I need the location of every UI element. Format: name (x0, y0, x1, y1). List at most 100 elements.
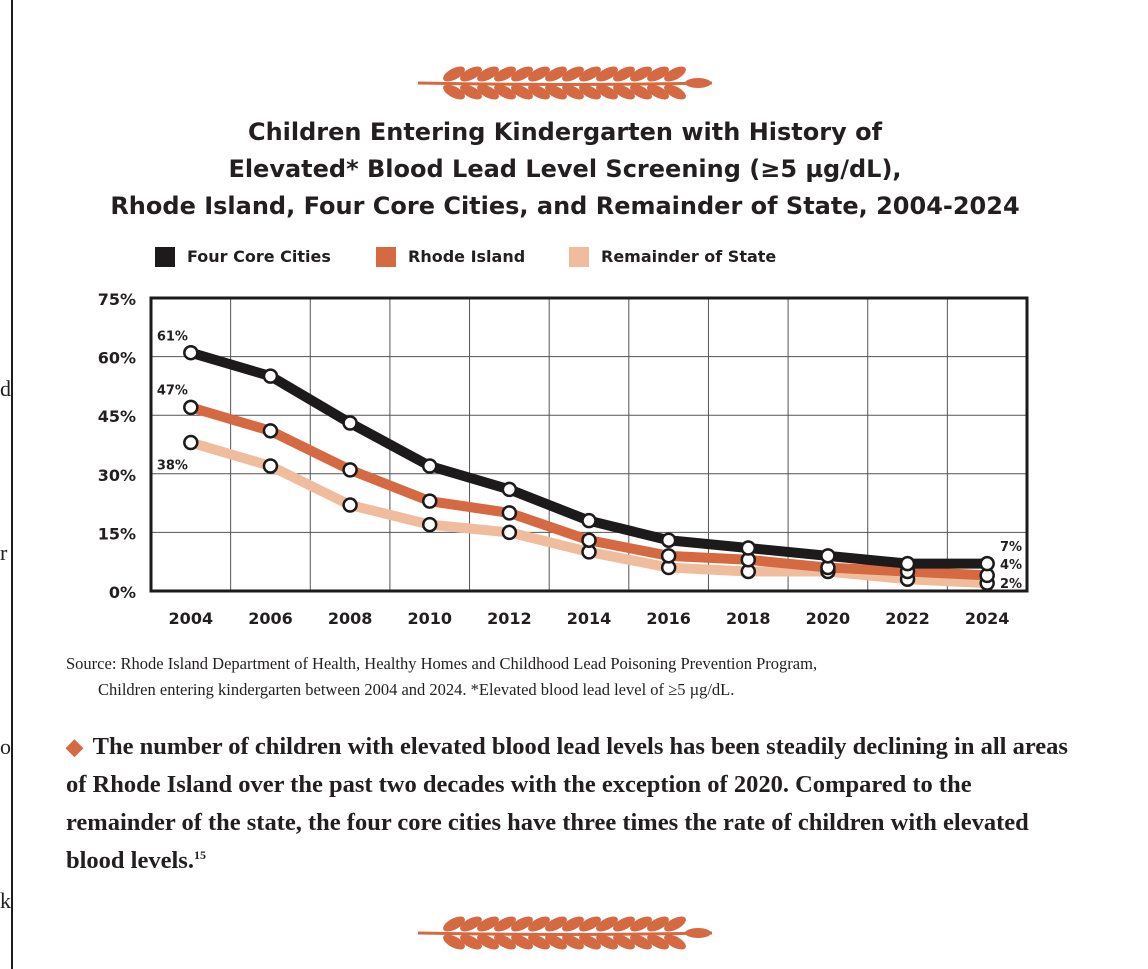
legend-swatch (376, 247, 396, 267)
ornament-leaf (596, 66, 618, 82)
y-tick-label: 60% (98, 349, 136, 368)
data-point-remainder-of-state (501, 524, 518, 541)
ornament-leaf (630, 66, 652, 82)
ornament-leaf (579, 66, 601, 82)
margin-text-fragment: o (0, 734, 11, 759)
key-finding-text: The number of children with elevated blo… (66, 733, 1068, 874)
ornament-leaf (545, 66, 567, 82)
chart-title-line: Elevated* Blood Lead Level Screening (≥5… (228, 155, 902, 183)
ornament-leaf (460, 916, 482, 932)
page-left-border (11, 0, 13, 969)
ornament-leaf (647, 916, 669, 932)
plot-frame (149, 296, 1029, 593)
data-label: 4% (1000, 558, 1022, 573)
ornament-leaf (647, 934, 669, 950)
margin-text-fragment: r (0, 540, 8, 565)
data-point-rhode-island (501, 505, 518, 521)
data-point-four-core-cities (740, 540, 757, 556)
ornament-leaf (494, 66, 516, 82)
legend-swatch (569, 247, 589, 267)
x-tick-label: 2024 (965, 609, 1010, 628)
data-point-four-core-cities (581, 512, 597, 529)
bottom-ornament-icon (417, 916, 713, 950)
x-tick-label: 2016 (646, 609, 691, 628)
data-point-four-core-cities (421, 458, 438, 474)
y-tick-label: 15% (98, 524, 136, 543)
data-point-four-core-cities (262, 368, 279, 384)
ornament-leaf (562, 916, 584, 932)
y-tick-label: 0% (109, 583, 136, 602)
x-tick-label: 2010 (407, 609, 452, 628)
ornament-leaf (494, 934, 516, 950)
data-point-remainder-of-state (421, 516, 438, 533)
data-label: 38% (157, 459, 188, 474)
ornament-leaf (511, 84, 533, 100)
ornament-leaf (545, 84, 567, 100)
ornament-leaf (545, 916, 567, 932)
data-point-four-core-cities (501, 481, 518, 498)
ornament-leaf (528, 66, 550, 82)
ornament-leaf (477, 66, 499, 82)
data-point-four-core-cities (979, 555, 995, 572)
data-point-four-core-cities (820, 548, 836, 564)
data-label: 2% (1000, 577, 1022, 592)
margin-text-fragment: k (0, 888, 11, 913)
ornament-leaf (443, 84, 465, 100)
ornament-leaf (477, 916, 499, 932)
source-line-2: Children entering kindergarten between 2… (98, 680, 735, 699)
ornament-leaf (630, 916, 652, 932)
ornament-leaf (494, 916, 516, 932)
ornament-leaf (596, 84, 618, 100)
ornament-leaf (528, 916, 550, 932)
ornament-leaf (477, 84, 499, 100)
ornament-leaf (685, 78, 711, 88)
x-tick-label: 2006 (248, 609, 293, 628)
ornament-leaf (664, 84, 686, 100)
ornament-leaf (562, 66, 584, 82)
ornament-leaf (443, 66, 465, 82)
ornament-leaf (528, 934, 550, 950)
data-point-remainder-of-state (183, 434, 199, 451)
y-tick-label: 75% (98, 290, 136, 309)
ornament-leaf (596, 934, 618, 950)
chart-source-note: Source: Rhode Island Department of Healt… (66, 651, 1086, 703)
data-label: 47% (157, 383, 188, 398)
ornament-leaf (630, 934, 652, 950)
data-point-rhode-island (183, 399, 199, 416)
data-point-rhode-island (262, 423, 279, 439)
chart-title: Children Entering Kindergarten with Hist… (80, 114, 1050, 225)
ornament-leaf (664, 916, 686, 932)
data-label: 61% (157, 330, 188, 345)
x-tick-label: 2008 (328, 609, 373, 628)
data-point-four-core-cities (183, 344, 199, 361)
chart-title-line: Rhode Island, Four Core Cities, and Rema… (110, 192, 1020, 220)
legend-label: Four Core Cities (187, 247, 331, 266)
ornament-leaf (613, 916, 635, 932)
top-ornament-icon (417, 66, 713, 100)
ornament-leaf (613, 84, 635, 100)
ornament-leaf (562, 934, 584, 950)
ornament-leaf (511, 916, 533, 932)
x-tick-label: 2020 (806, 609, 851, 628)
ornament-leaf (685, 928, 711, 938)
y-tick-label: 45% (98, 407, 136, 426)
data-point-rhode-island (660, 548, 677, 564)
ornament-leaf (443, 934, 465, 950)
x-tick-label: 2012 (487, 609, 532, 628)
ornament-leaf (562, 84, 584, 100)
ornament-stem (417, 81, 713, 86)
ornament-leaf (443, 916, 465, 932)
ornament-leaf (647, 66, 669, 82)
x-tick-label: 2022 (885, 609, 930, 628)
ornament-leaf (630, 84, 652, 100)
legend-label: Remainder of State (601, 247, 777, 266)
ornament-leaf (528, 84, 550, 100)
ornament-leaf (545, 934, 567, 950)
ornament-leaf (477, 934, 499, 950)
data-point-four-core-cities (342, 415, 358, 431)
ornament-leaf (511, 934, 533, 950)
diamond-bullet-icon: ◆ (66, 734, 83, 759)
x-tick-label: 2014 (567, 609, 612, 628)
data-point-remainder-of-state (342, 497, 358, 513)
data-point-rhode-island (421, 493, 438, 509)
